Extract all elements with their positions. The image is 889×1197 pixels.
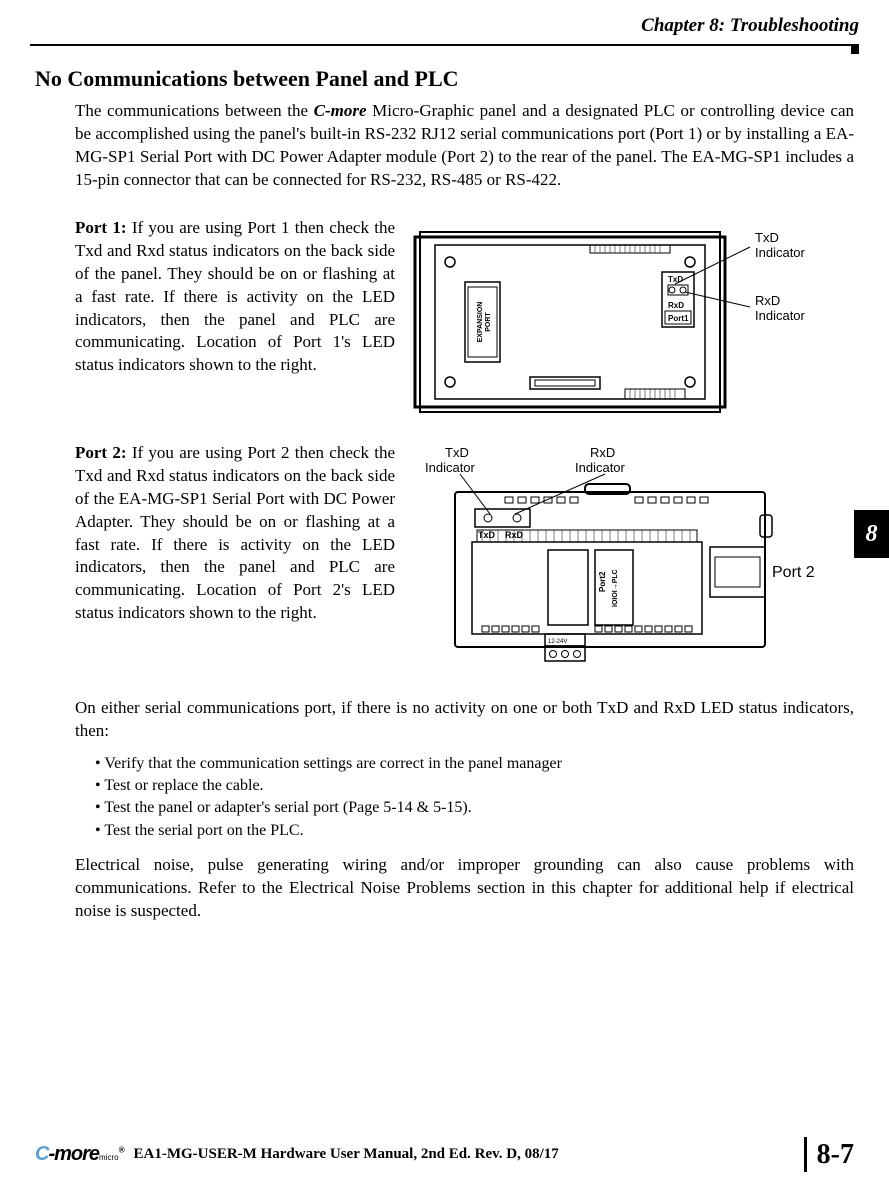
svg-text:IOIOI→PLC: IOIOI→PLC — [612, 569, 619, 607]
bullet-3: • Test the panel or adapter's serial por… — [95, 797, 854, 819]
logo-micro: micro — [99, 1153, 119, 1162]
svg-text:EXPANSION: EXPANSION — [477, 301, 484, 342]
closing-text: Electrical noise, pulse generating wirin… — [75, 854, 854, 923]
port2-section: Port 2: If you are using Port 2 then che… — [75, 442, 854, 672]
svg-text:TxD: TxD — [478, 530, 496, 540]
bullet-2: • Test or replace the cable. — [95, 775, 854, 797]
port1-section: Port 1: If you are using Port 1 then che… — [75, 217, 854, 417]
header-rule — [30, 44, 859, 46]
svg-text:Indicator: Indicator — [425, 460, 476, 475]
svg-text:RxD: RxD — [590, 445, 615, 460]
side-tab: 8 — [854, 510, 889, 558]
svg-text:Port1: Port1 — [668, 314, 689, 323]
svg-text:Indicator: Indicator — [575, 460, 626, 475]
footer-left: C-moremicro® EA1-MG-USER-M Hardware User… — [35, 1143, 559, 1166]
port2-diagram: TxD Indicator RxD Indicator — [410, 442, 854, 672]
port1-body: If you are using Port 1 then check the T… — [75, 218, 395, 375]
port1-label: Port 1: — [75, 218, 127, 237]
svg-text:RxD: RxD — [668, 301, 684, 310]
svg-text:PORT: PORT — [485, 311, 492, 331]
svg-text:Indicator: Indicator — [755, 245, 806, 260]
footer: C-moremicro® EA1-MG-USER-M Hardware User… — [35, 1137, 854, 1172]
port2-text: Port 2: If you are using Port 2 then che… — [75, 442, 395, 672]
svg-text:RxD: RxD — [505, 530, 524, 540]
port2-body: If you are using Port 2 then check the T… — [75, 443, 395, 623]
logo-c: C — [35, 1143, 48, 1165]
svg-text:Indicator: Indicator — [755, 308, 806, 323]
svg-text:TxD: TxD — [668, 275, 683, 284]
svg-text:12-24V: 12-24V — [548, 639, 567, 645]
product-name: C-more — [314, 101, 367, 120]
svg-text:TxD: TxD — [755, 230, 779, 245]
continuation-text: On either serial communications port, if… — [75, 697, 854, 743]
bullet-list: • Verify that the communication settings… — [95, 753, 854, 843]
intro-prefix: The communications between the — [75, 101, 314, 120]
svg-text:Port2: Port2 — [598, 571, 607, 592]
page-number: 8-7 — [817, 1139, 854, 1171]
footer-divider — [804, 1137, 807, 1172]
svg-text:Port 2: Port 2 — [772, 564, 815, 581]
logo: C-moremicro® — [35, 1143, 124, 1166]
bullet-1: • Verify that the communication settings… — [95, 753, 854, 775]
port1-text: Port 1: If you are using Port 1 then che… — [75, 217, 395, 417]
svg-text:RxD: RxD — [755, 293, 780, 308]
chapter-title: Chapter 8: Troubleshooting — [641, 15, 859, 36]
logo-more: -more — [48, 1143, 99, 1165]
intro-paragraph: The communications between the C-more Mi… — [75, 100, 854, 192]
section-title: No Communications between Panel and PLC — [35, 66, 854, 92]
bullet-4: • Test the serial port on the PLC. — [95, 820, 854, 842]
manual-title: EA1-MG-USER-M Hardware User Manual, 2nd … — [134, 1146, 559, 1163]
logo-reg: ® — [119, 1145, 124, 1154]
port2-label: Port 2: — [75, 443, 127, 462]
svg-text:TxD: TxD — [445, 445, 469, 460]
port1-diagram: EXPANSION PORT TxD RxD Port1 — [410, 217, 854, 417]
